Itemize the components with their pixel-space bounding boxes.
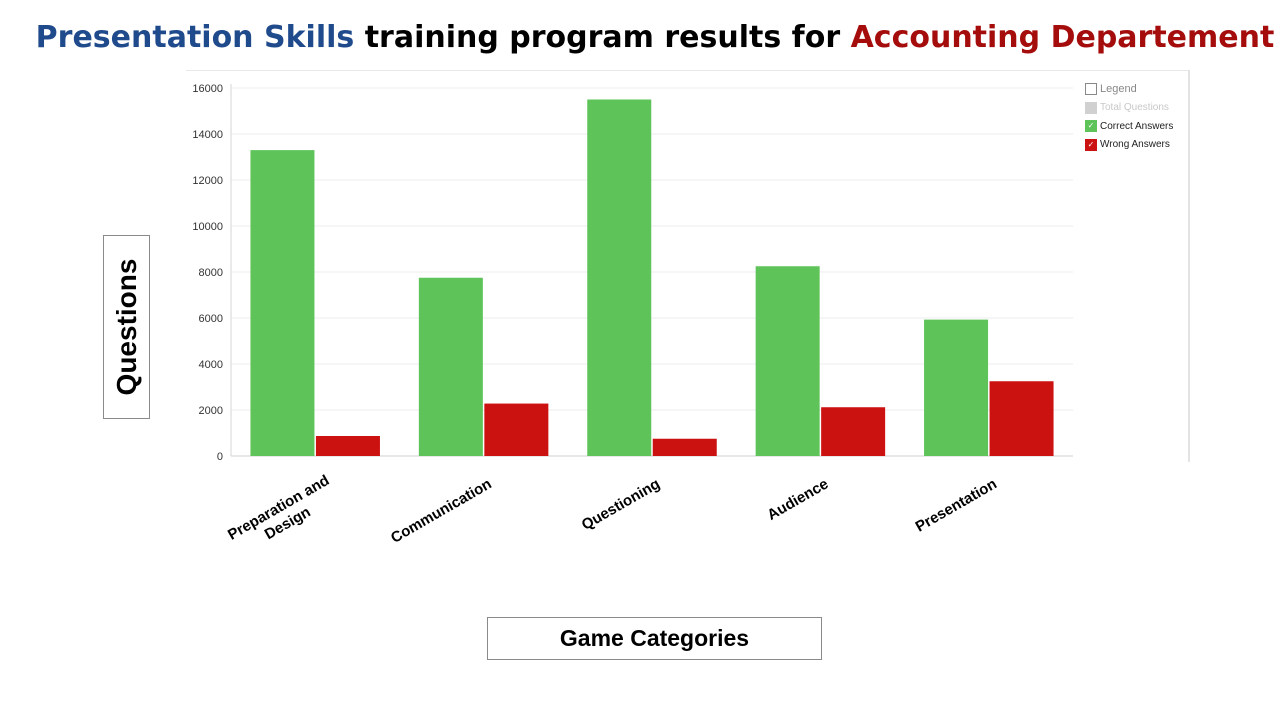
bar-wrong-answers: [484, 403, 549, 456]
y-tick-label: 8000: [199, 267, 223, 279]
x-tick-labels: Preparation andDesign Communication Questi…: [225, 472, 1000, 559]
checkbox-unchecked-icon[interactable]: [1085, 101, 1097, 114]
title-highlight-department: Accounting Departement: [850, 20, 1275, 55]
bar-wrong-answers: [989, 381, 1054, 456]
legend: Legend Total Questions ✓ Correct Answers ✓ W…: [1085, 80, 1173, 154]
legend-title-row[interactable]: Legend: [1085, 80, 1173, 99]
y-axis-label-box: [103, 235, 150, 419]
legend-item-label: Total Questions: [1100, 102, 1169, 114]
bar-correct-answers: [924, 319, 989, 456]
bar-wrong-answers: [652, 438, 717, 456]
y-tick-label: 4000: [199, 359, 223, 371]
x-tick-label: Audience: [764, 475, 831, 523]
legend-item-correct-answers[interactable]: ✓ Correct Answers: [1085, 117, 1173, 136]
y-axis-label: Questions: [111, 258, 142, 396]
title-middle: training program results for: [354, 20, 851, 55]
bar-wrong-answers: [821, 407, 886, 456]
legend-item-wrong-answers[interactable]: ✓ Wrong Answers: [1085, 136, 1173, 155]
x-axis-label: Game Categories: [487, 617, 822, 660]
legend-checkbox[interactable]: [1085, 83, 1097, 96]
bar-correct-answers: [250, 150, 315, 456]
checkbox-checked-icon[interactable]: ✓: [1085, 120, 1097, 133]
y-tick-label: 10000: [192, 221, 223, 233]
y-tick-label: 14000: [192, 129, 223, 141]
bar-correct-answers: [587, 99, 652, 456]
x-tick-label-line: Communication: [388, 475, 495, 546]
legend-item-label: Correct Answers: [1100, 120, 1174, 132]
plot-panel-top-border: [186, 70, 1190, 71]
legend-item-total-questions[interactable]: Total Questions: [1085, 99, 1173, 118]
plot-panel-right-border: [1188, 70, 1190, 462]
x-tick-label-line: Questioning: [579, 475, 663, 533]
x-tick-label: Presentation: [913, 475, 1000, 535]
y-tick-label: 2000: [199, 405, 223, 417]
y-tick-label: 12000: [192, 175, 223, 187]
legend-title: Legend: [1100, 83, 1137, 96]
x-tick-label: Preparation andDesign: [225, 472, 341, 559]
checkbox-checked-icon[interactable]: ✓: [1085, 138, 1097, 151]
legend-item-label: Wrong Answers: [1100, 139, 1170, 151]
x-tick-label: Questioning: [579, 475, 663, 533]
x-tick-label-line: Presentation: [913, 475, 1000, 535]
title-highlight-skill: Presentation Skills: [35, 20, 355, 55]
y-tick-label: 16000: [192, 83, 223, 95]
x-tick-label-line: Audience: [764, 475, 831, 523]
bar-correct-answers: [418, 277, 483, 456]
x-tick-label: Communication: [388, 475, 495, 546]
bar-correct-answers: [755, 266, 820, 456]
bar-wrong-answers: [315, 435, 380, 456]
chart-title: Presentation Skills training program res…: [0, 20, 1280, 55]
y-tick-label: 0: [217, 451, 223, 463]
y-tick-label: 6000: [199, 313, 223, 325]
y-tick-labels: 0 2000 4000 6000 8000 10000 12000 14000 16000: [192, 83, 223, 463]
bars: [250, 99, 1054, 456]
